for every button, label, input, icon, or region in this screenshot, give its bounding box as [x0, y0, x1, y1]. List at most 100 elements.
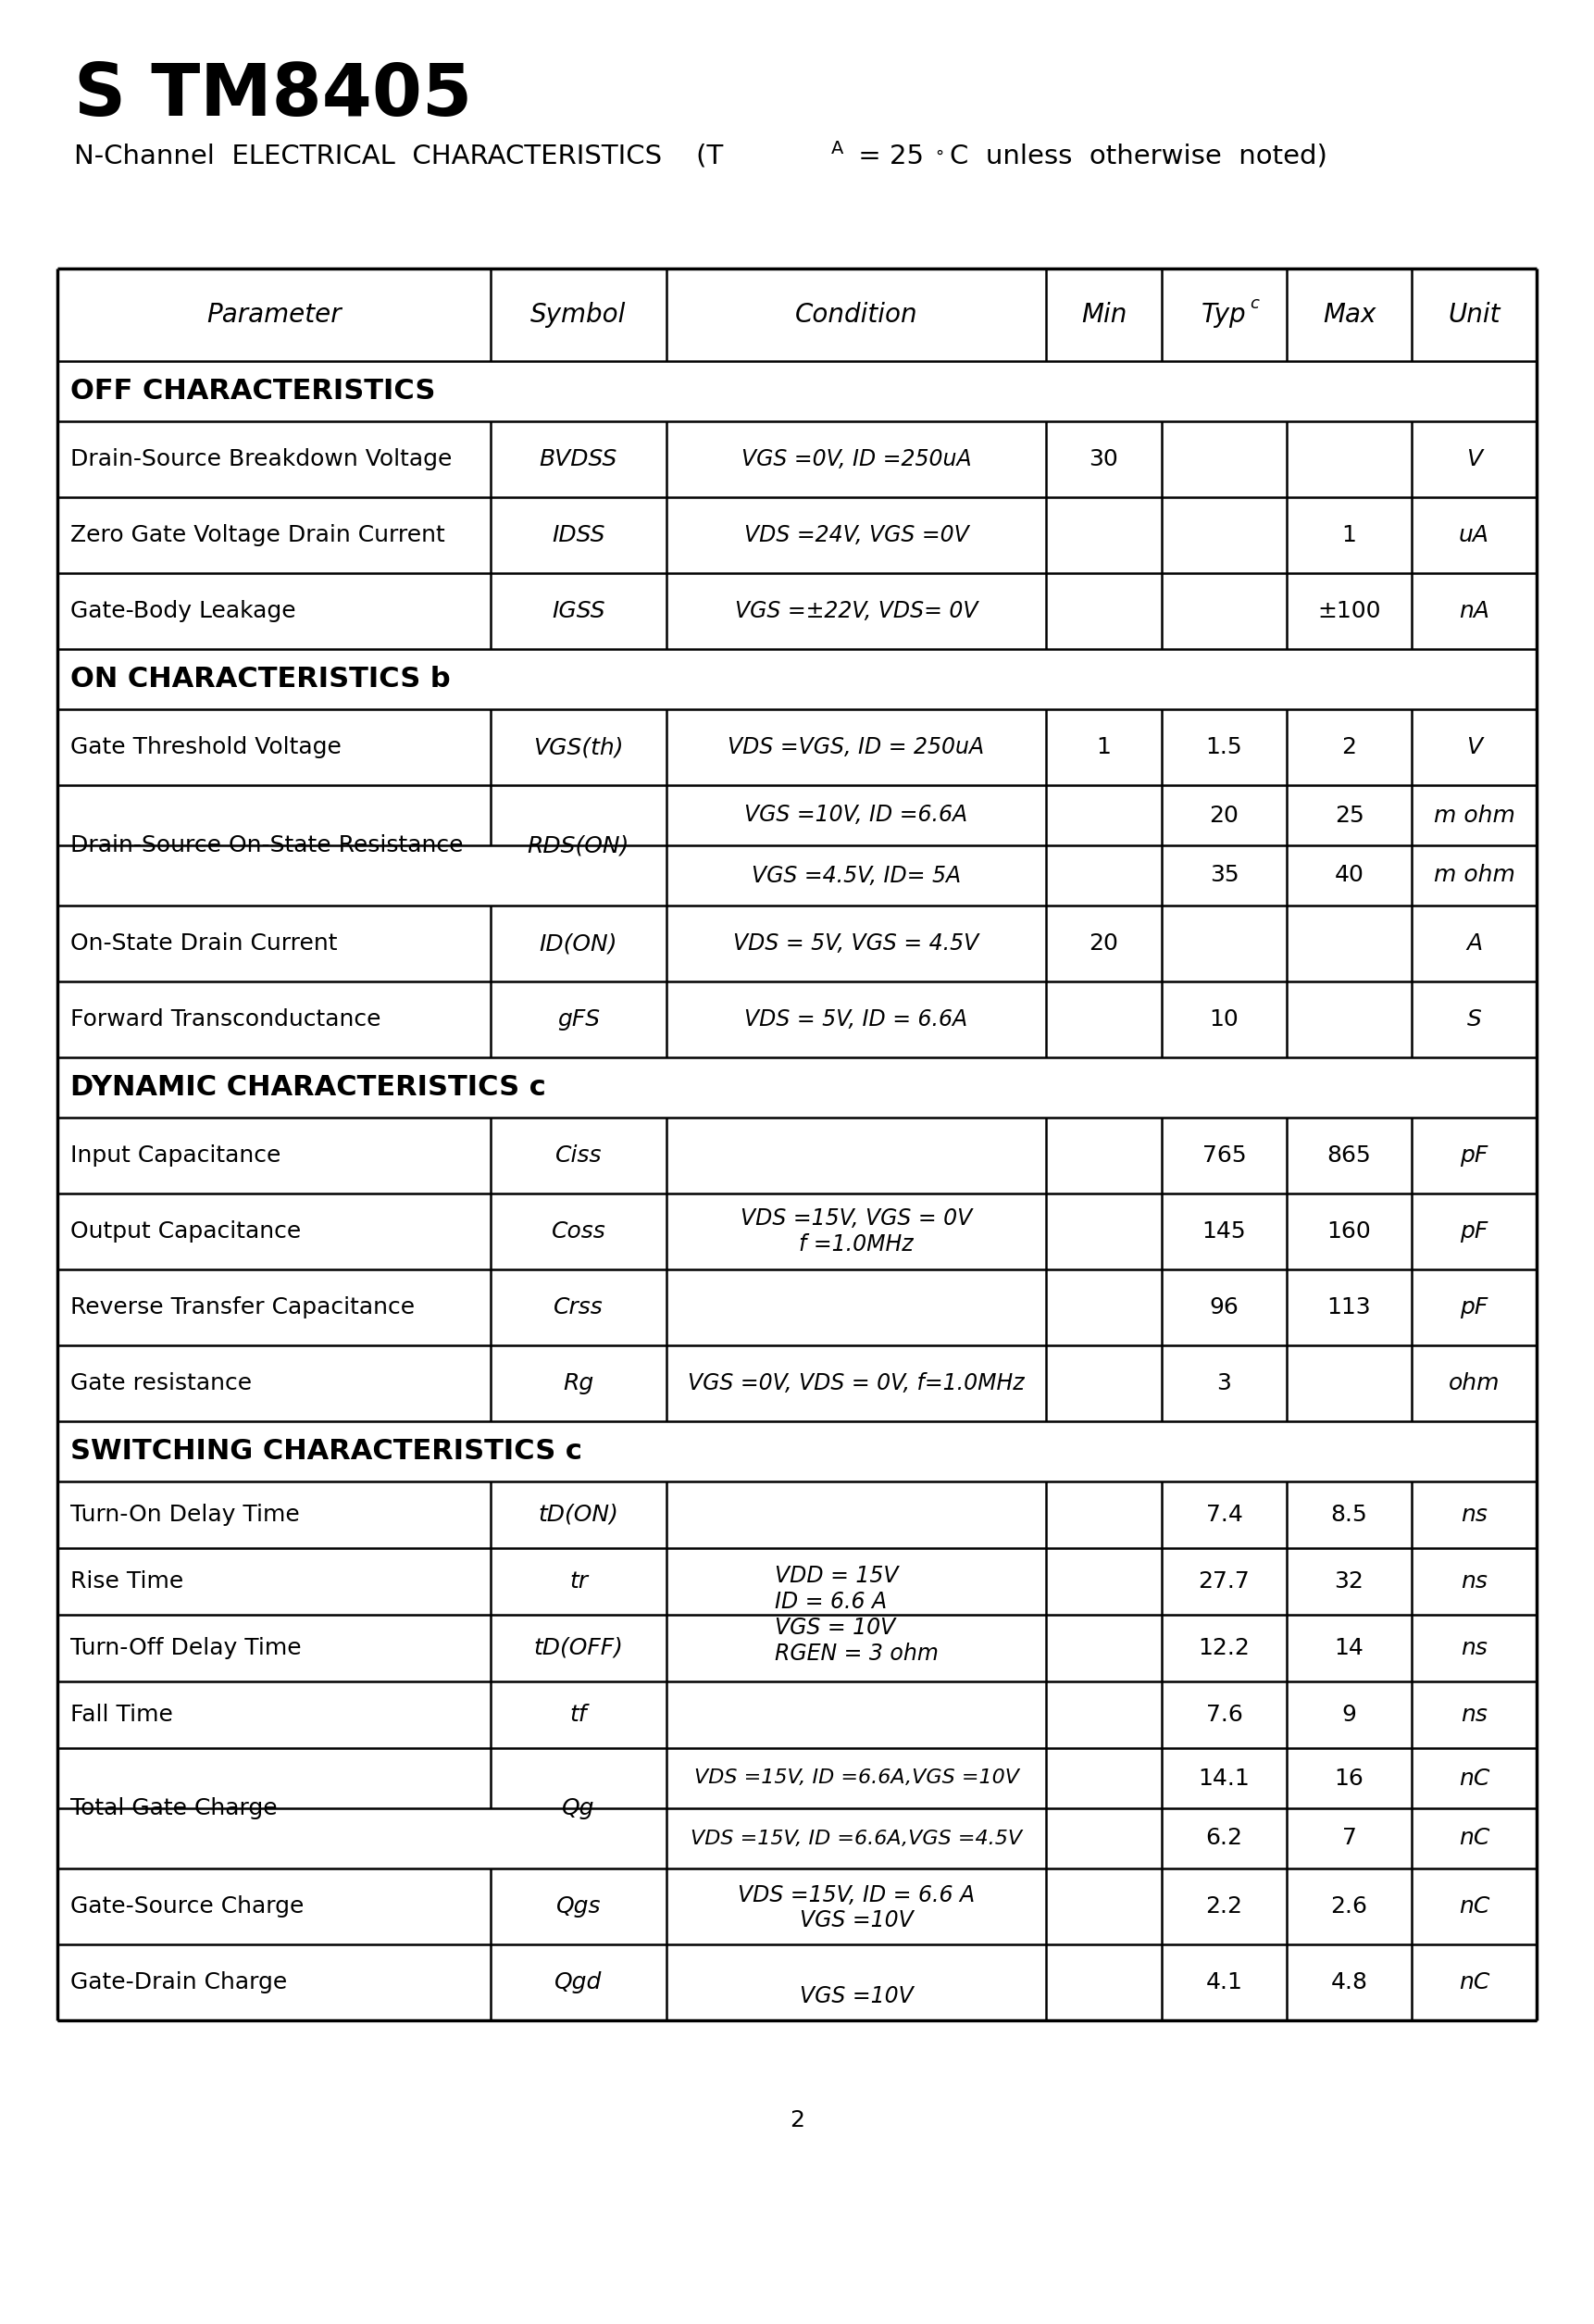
Text: ns: ns — [1460, 1571, 1487, 1592]
Text: Symbol: Symbol — [531, 302, 626, 328]
Text: pF: pF — [1460, 1297, 1489, 1318]
Text: S TM8405: S TM8405 — [73, 60, 472, 130]
Text: 35: 35 — [1210, 865, 1239, 885]
Text: Min: Min — [1081, 302, 1127, 328]
Text: Gate-Body Leakage: Gate-Body Leakage — [70, 600, 296, 623]
Text: VDS =15V, VGS = 0V
f =1.0MHz: VDS =15V, VGS = 0V f =1.0MHz — [741, 1208, 972, 1255]
Text: 765: 765 — [1202, 1143, 1247, 1167]
Text: 6.2: 6.2 — [1205, 1827, 1243, 1850]
Text: 25: 25 — [1334, 804, 1364, 827]
Text: Crss: Crss — [553, 1297, 604, 1318]
Text: 8.5: 8.5 — [1331, 1504, 1368, 1527]
Text: Unit: Unit — [1447, 302, 1500, 328]
Text: m ohm: m ohm — [1433, 804, 1514, 827]
Text: VGS =10V, ID =6.6A: VGS =10V, ID =6.6A — [744, 804, 968, 827]
Text: 2.6: 2.6 — [1331, 1896, 1368, 1917]
Text: S: S — [1466, 1009, 1481, 1030]
Text: VDD = 15V
ID = 6.6 A
VGS = 10V
RGEN = 3 ohm: VDD = 15V ID = 6.6 A VGS = 10V RGEN = 3 … — [775, 1564, 939, 1664]
Text: 16: 16 — [1334, 1766, 1364, 1789]
Text: Gate Threshold Voltage: Gate Threshold Voltage — [70, 737, 341, 758]
Text: VDS = 5V, VGS = 4.5V: VDS = 5V, VGS = 4.5V — [733, 932, 979, 955]
Text: Rise Time: Rise Time — [70, 1571, 183, 1592]
Text: tD(ON): tD(ON) — [539, 1504, 618, 1527]
Text: N-Channel  ELECTRICAL  CHARACTERISTICS    (T: N-Channel ELECTRICAL CHARACTERISTICS (T — [73, 144, 724, 170]
Text: pF: pF — [1460, 1220, 1489, 1243]
Text: Drain-Source Breakdown Voltage: Drain-Source Breakdown Voltage — [70, 449, 453, 469]
Text: Ciss: Ciss — [555, 1143, 603, 1167]
Text: 1: 1 — [1342, 523, 1356, 546]
Text: 27.7: 27.7 — [1199, 1571, 1250, 1592]
Text: Total Gate Charge: Total Gate Charge — [70, 1796, 277, 1820]
Text: Condition: Condition — [795, 302, 918, 328]
Text: 40: 40 — [1334, 865, 1364, 885]
Text: ON CHARACTERISTICS b: ON CHARACTERISTICS b — [70, 665, 451, 693]
Text: Reverse Transfer Capacitance: Reverse Transfer Capacitance — [70, 1297, 414, 1318]
Text: 14.1: 14.1 — [1199, 1766, 1250, 1789]
Text: Zero Gate Voltage Drain Current: Zero Gate Voltage Drain Current — [70, 523, 445, 546]
Text: VGS(th): VGS(th) — [534, 737, 623, 758]
Text: 14: 14 — [1334, 1636, 1364, 1659]
Text: uA: uA — [1459, 523, 1489, 546]
Text: Qg: Qg — [563, 1796, 595, 1820]
Text: VGS =0V, VDS = 0V, f=1.0MHz: VGS =0V, VDS = 0V, f=1.0MHz — [689, 1371, 1025, 1394]
Text: VGS =0V, ID =250uA: VGS =0V, ID =250uA — [741, 449, 971, 469]
Text: BVDSS: BVDSS — [539, 449, 617, 469]
Text: A: A — [1466, 932, 1482, 955]
Text: Fall Time: Fall Time — [70, 1703, 174, 1727]
Text: 1.5: 1.5 — [1205, 737, 1243, 758]
Text: ns: ns — [1460, 1636, 1487, 1659]
Text: 12.2: 12.2 — [1199, 1636, 1250, 1659]
Text: 113: 113 — [1328, 1297, 1371, 1318]
Text: = 25: = 25 — [850, 144, 932, 170]
Text: Gate resistance: Gate resistance — [70, 1371, 252, 1394]
Text: tD(OFF): tD(OFF) — [534, 1636, 623, 1659]
Text: pF: pF — [1460, 1143, 1489, 1167]
Text: 4.8: 4.8 — [1331, 1971, 1368, 1994]
Text: Parameter: Parameter — [207, 302, 341, 328]
Text: 145: 145 — [1202, 1220, 1247, 1243]
Text: 9: 9 — [1342, 1703, 1356, 1727]
Text: Qgd: Qgd — [555, 1971, 603, 1994]
Text: 7.4: 7.4 — [1205, 1504, 1243, 1527]
Text: VDS =15V, ID = 6.6 A: VDS =15V, ID = 6.6 A — [738, 1885, 976, 1906]
Text: Qgs: Qgs — [556, 1896, 601, 1917]
Text: 96: 96 — [1210, 1297, 1239, 1318]
Text: nC: nC — [1459, 1827, 1489, 1850]
Text: VGS =10V: VGS =10V — [800, 1985, 913, 2008]
Text: 2.2: 2.2 — [1205, 1896, 1243, 1917]
Text: nA: nA — [1459, 600, 1489, 623]
Text: nC: nC — [1459, 1896, 1489, 1917]
Text: C  unless  otherwise  noted): C unless otherwise noted) — [950, 144, 1328, 170]
Text: RDS(ON): RDS(ON) — [528, 834, 630, 858]
Text: ns: ns — [1460, 1504, 1487, 1527]
Text: 10: 10 — [1210, 1009, 1239, 1030]
Text: OFF CHARACTERISTICS: OFF CHARACTERISTICS — [70, 379, 435, 404]
Text: 160: 160 — [1328, 1220, 1371, 1243]
Text: nC: nC — [1459, 1766, 1489, 1789]
Text: Gate-Source Charge: Gate-Source Charge — [70, 1896, 304, 1917]
Text: Max: Max — [1323, 302, 1376, 328]
Text: VDS =VGS, ID = 250uA: VDS =VGS, ID = 250uA — [728, 737, 985, 758]
Text: SWITCHING CHARACTERISTICS c: SWITCHING CHARACTERISTICS c — [70, 1439, 582, 1464]
Text: Rg: Rg — [563, 1371, 595, 1394]
Text: V: V — [1466, 737, 1482, 758]
Text: 20: 20 — [1210, 804, 1239, 827]
Text: gFS: gFS — [558, 1009, 599, 1030]
Text: IDSS: IDSS — [552, 523, 606, 546]
Text: VGS =10V: VGS =10V — [800, 1908, 913, 1931]
Text: Drain-Source On-State Resistance: Drain-Source On-State Resistance — [70, 834, 464, 858]
Text: 30: 30 — [1089, 449, 1119, 469]
Text: ±100: ±100 — [1318, 600, 1380, 623]
Text: 3: 3 — [1216, 1371, 1232, 1394]
Text: 4.1: 4.1 — [1205, 1971, 1243, 1994]
Text: c: c — [1250, 295, 1259, 311]
Text: Gate-Drain Charge: Gate-Drain Charge — [70, 1971, 287, 1994]
Text: VDS =15V, ID =6.6A,VGS =10V: VDS =15V, ID =6.6A,VGS =10V — [693, 1769, 1019, 1787]
Text: tf: tf — [571, 1703, 587, 1727]
Text: m ohm: m ohm — [1433, 865, 1514, 885]
Text: tr: tr — [569, 1571, 588, 1592]
Text: Typ: Typ — [1202, 302, 1247, 328]
Text: VDS = 5V, ID = 6.6A: VDS = 5V, ID = 6.6A — [744, 1009, 968, 1030]
Text: ns: ns — [1460, 1703, 1487, 1727]
Text: °: ° — [936, 149, 944, 165]
